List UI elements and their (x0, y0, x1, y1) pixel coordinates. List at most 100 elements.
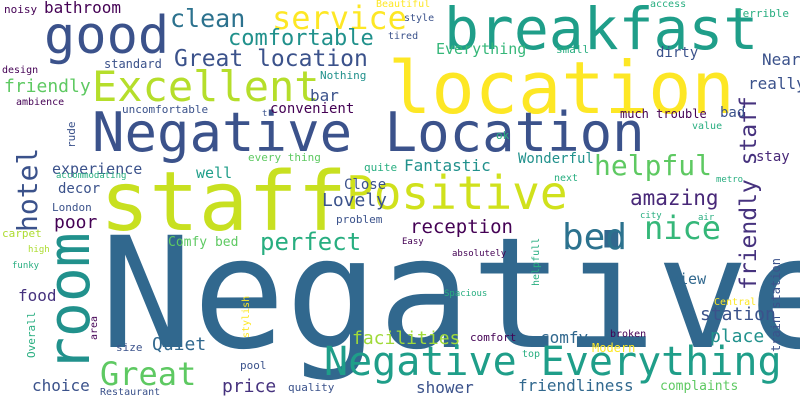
word-high: high (28, 245, 50, 255)
word-hotel: hotel (11, 147, 44, 232)
word-standard: standard (104, 57, 162, 71)
word-dirty: dirty (656, 45, 699, 61)
word-metro: metro (716, 175, 744, 185)
word-view: view (670, 270, 707, 288)
word-experience: experience (52, 160, 143, 178)
word-rude: rude (65, 121, 78, 149)
word-negative-everything: Negative Everything (324, 339, 782, 385)
word-restaurant: Restaurant (100, 387, 161, 398)
word-fantastic: Fantastic (404, 156, 491, 175)
word-bad: bad (720, 105, 746, 121)
word-quality: quality (288, 381, 335, 394)
word-friendly: friendly (4, 76, 91, 97)
word-decor: decor (58, 181, 101, 197)
word-beautiful: Beautiful (376, 0, 431, 10)
word-amazing: amazing (630, 186, 719, 210)
word-broken: broken (610, 329, 647, 340)
word-top: top (522, 349, 541, 360)
word-choice: choice (32, 376, 90, 395)
word-every-thing: every thing (248, 151, 321, 164)
word-air: air (698, 213, 715, 223)
word-stay: stay (756, 149, 790, 165)
word-everything: Everything (436, 40, 527, 58)
word-lovely: Lovely (322, 190, 388, 211)
word-comfortable: comfortable (228, 26, 374, 51)
word-negative-location: Negative Location (92, 101, 645, 164)
word-friendly-staff: friendly staff (736, 96, 762, 290)
word-spacious: Spacious (444, 289, 488, 299)
word-location: location (388, 46, 735, 130)
word-comfort: comfort (470, 331, 517, 344)
word-reception: reception (410, 216, 513, 238)
word-train-station: train station (769, 258, 783, 352)
word-uncomfortable: uncomfortable (122, 103, 209, 116)
word-absolutely: absolutely (452, 249, 507, 259)
word-area: area (89, 315, 100, 340)
word-clean: clean (170, 4, 246, 33)
word-nice: nice (644, 209, 722, 247)
word-terrible: Terrible (736, 7, 789, 20)
word-station: station (700, 304, 776, 325)
word-central: Central (714, 297, 757, 308)
word-nothing: Nothing (320, 69, 367, 82)
word-friendliness: friendliness (518, 376, 634, 395)
word-comfy-bed: Comfy bed (168, 235, 239, 250)
word-size: size (116, 341, 143, 354)
word-well: well (196, 164, 233, 182)
word-next: next (554, 173, 579, 184)
word-ambience: ambience (16, 97, 65, 108)
word-design: design (2, 65, 39, 76)
word-wonderful: Wonderful (518, 151, 594, 167)
word-perfect: perfect (260, 228, 362, 256)
word-price: price (222, 376, 277, 397)
word-comfy: comfy (540, 328, 589, 347)
word-shower: shower (416, 378, 474, 397)
word-positive: Positive (346, 166, 568, 220)
word-pool: pool (240, 359, 267, 372)
word-convenient: convenient (270, 101, 355, 117)
word-staff: staff (100, 155, 347, 250)
word-really: really (748, 74, 800, 93)
word-close: Close (344, 177, 387, 193)
word-service: service (272, 0, 407, 37)
word-small: small (556, 43, 590, 56)
word-city: city (640, 211, 662, 221)
word-good: good (44, 6, 170, 66)
word-ok: ok (496, 129, 510, 142)
word-complaints: complaints (660, 379, 739, 394)
word-style: style (404, 13, 435, 24)
word-excellent: Excellent (92, 62, 320, 111)
word-helpful: helpful (594, 149, 713, 182)
word-facilities: facilities (352, 328, 461, 349)
word-accommodating: accommodating (56, 171, 127, 181)
word-great-location: Great location (174, 46, 368, 72)
word-near: Near (762, 50, 800, 69)
word-quite: quite (364, 161, 398, 174)
word-much-trouble: much trouble (620, 107, 707, 121)
word-access: access (650, 0, 687, 10)
word-quiet: Quiet (152, 334, 207, 355)
word-place: place (710, 326, 765, 347)
word-noisy: noisy (4, 3, 38, 16)
word-overall: Overall (25, 311, 38, 358)
word-food: food (18, 286, 57, 305)
word-bed: bed (562, 217, 628, 258)
word-easy: Easy (402, 237, 424, 247)
word-funky: funky (12, 261, 40, 271)
word-bar: bar (310, 86, 339, 105)
word-poor: poor (54, 212, 98, 233)
word-value: value (692, 121, 723, 132)
word-great: Great (100, 355, 197, 393)
word-modern: Modern (592, 341, 636, 355)
word-carpet: carpet (2, 227, 42, 240)
word-problem: problem (336, 213, 383, 226)
word-tired: tired (388, 31, 419, 42)
word-london: London (52, 201, 92, 214)
word-bathroom: bathroom (44, 0, 122, 17)
word-helpfull: helpfull (531, 237, 542, 286)
word-t: t (262, 109, 268, 119)
word-stylish: stylish (241, 295, 252, 338)
word-negative: Negative (100, 205, 800, 384)
word-breakfast: breakfast (444, 0, 759, 63)
